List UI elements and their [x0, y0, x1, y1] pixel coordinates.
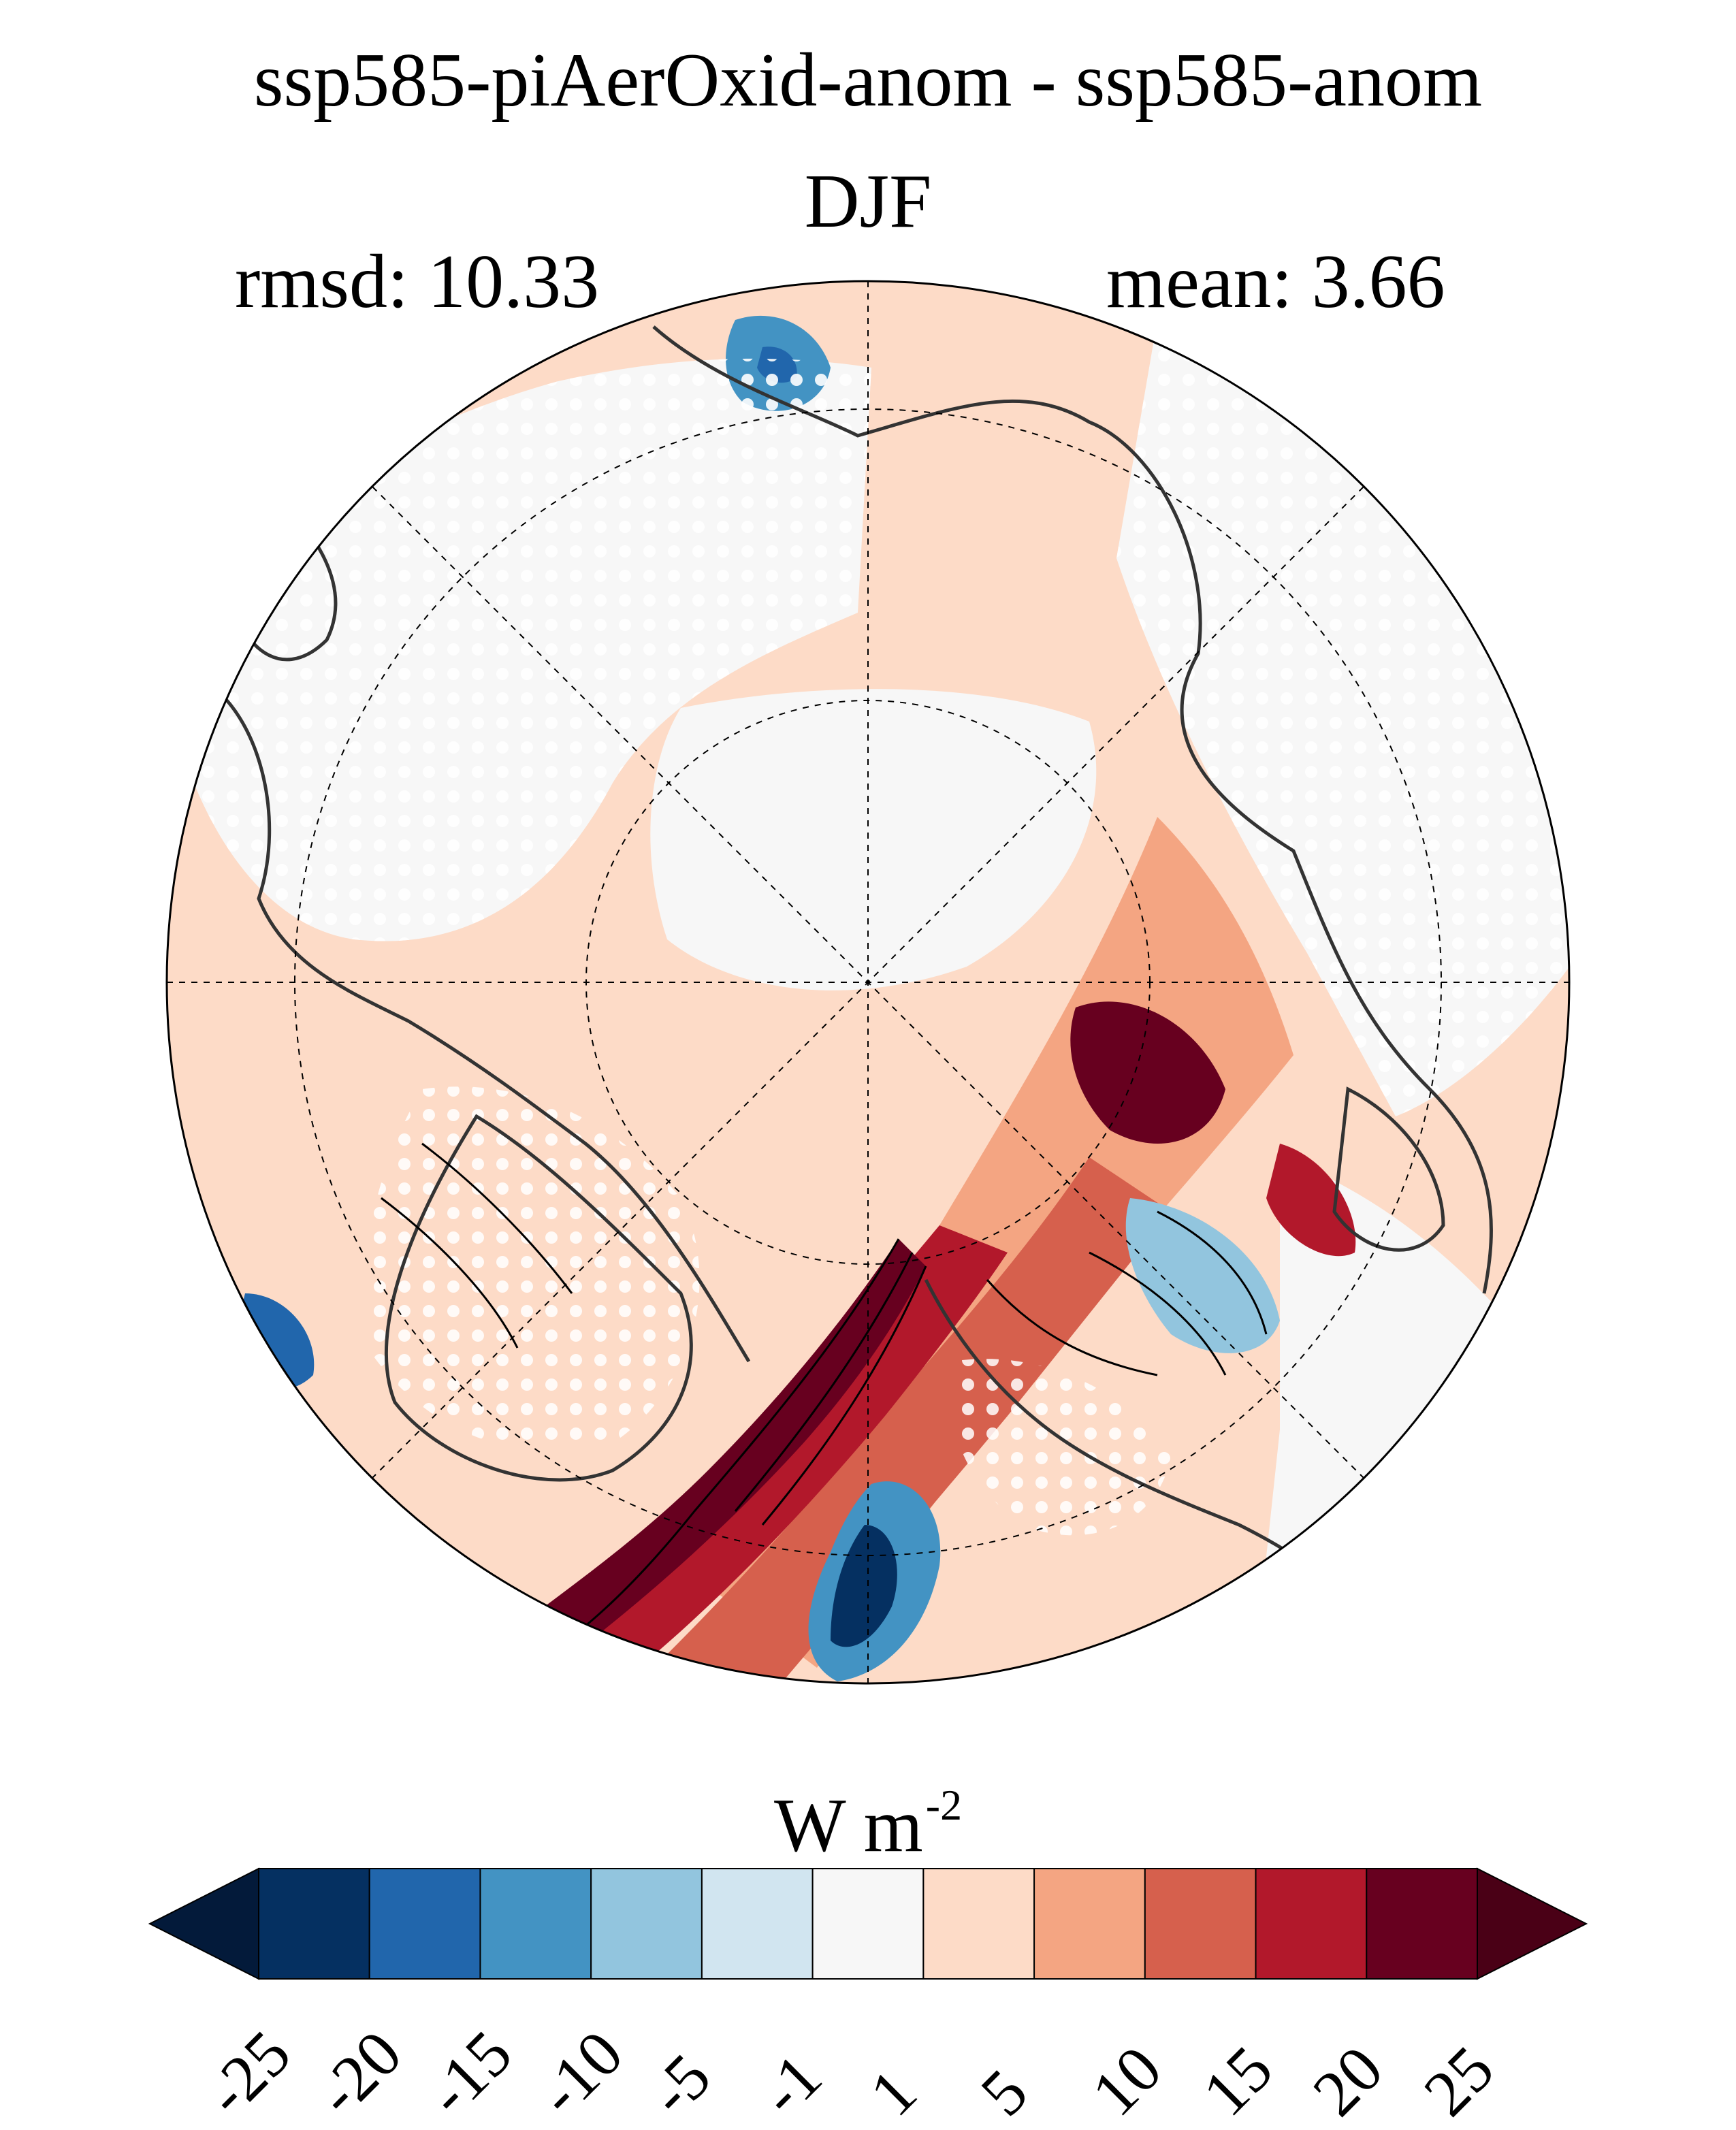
- field-anomaly-extreme-east: [1070, 1001, 1225, 1144]
- colorbar-cell: [1255, 1868, 1368, 1980]
- stipple-greenland: [364, 1086, 700, 1452]
- field-anomaly-strong: [667, 1157, 1171, 1681]
- field-neutral-pole: [650, 689, 1097, 990]
- colorbar-units: W m-2: [773, 1781, 963, 1868]
- colorbar-cell: [590, 1868, 703, 1980]
- colorbar-cell: [258, 1868, 370, 1980]
- colorbar-extend-high: [1477, 1867, 1588, 1980]
- colorbar-cell: [701, 1868, 814, 1980]
- figure-title: ssp585-piAerOxid-anom - ssp585-anom: [253, 38, 1483, 123]
- season-label: DJF: [804, 159, 932, 244]
- colorbar-cell: [1144, 1868, 1257, 1980]
- field-negative-east: [1125, 1198, 1280, 1353]
- map-boundary: [165, 280, 1571, 1685]
- graticule: [167, 281, 1569, 1683]
- field-anomaly-extreme: [545, 1239, 926, 1634]
- colorbar-cells: [148, 1867, 1588, 1980]
- colorbar-cell: [479, 1868, 592, 1980]
- colorbar-extend-low: [148, 1867, 259, 1980]
- colorbar-cell: [1033, 1868, 1146, 1980]
- colorbar-cell: [811, 1868, 925, 1980]
- colorbar-cell: [922, 1868, 1035, 1980]
- colorbar-cell: [1366, 1868, 1478, 1980]
- colorbar-cell: [368, 1868, 481, 1980]
- mean-label: mean: 3.66: [1106, 240, 1445, 324]
- rmsd-label: rmsd: 10.33: [235, 240, 600, 324]
- stipple-europe: [949, 1359, 1171, 1536]
- field-anomaly-east-spot: [1266, 1144, 1356, 1257]
